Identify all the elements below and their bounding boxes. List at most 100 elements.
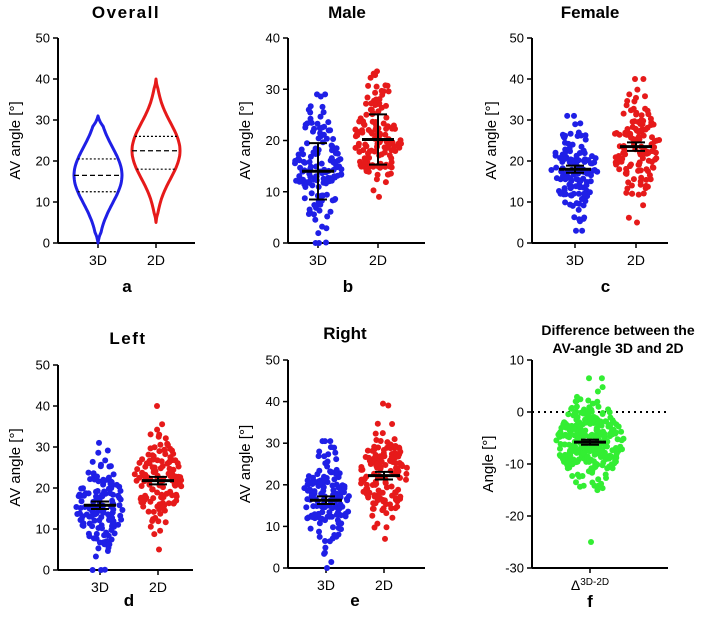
data-point (117, 496, 124, 503)
data-point (634, 86, 641, 93)
data-point (371, 493, 378, 500)
data-point (638, 117, 645, 124)
data-point (311, 488, 318, 495)
data-point (320, 484, 327, 491)
data-point (644, 183, 651, 190)
data-point (606, 409, 613, 416)
data-point (331, 196, 338, 203)
data-point (161, 447, 168, 454)
data-point (131, 471, 138, 478)
data-point (607, 430, 614, 437)
data-point (306, 486, 313, 493)
data-point (629, 190, 636, 197)
data-point (588, 172, 594, 179)
data-point (385, 142, 392, 149)
data-point (105, 474, 112, 481)
data-point (381, 149, 388, 156)
data-point (559, 156, 566, 162)
data-point (382, 535, 388, 542)
data-point (316, 240, 322, 246)
data-point (371, 446, 378, 453)
data-point (75, 493, 82, 500)
data-point (323, 225, 330, 232)
data-point (574, 471, 581, 478)
data-point (140, 503, 147, 510)
data-point (330, 136, 337, 142)
x-tick-label: Δ3D-2D (571, 577, 609, 593)
data-point (93, 530, 100, 537)
data-point (338, 520, 345, 527)
data-point (599, 410, 606, 416)
data-point (316, 533, 323, 540)
x-tick-label: 2D (627, 252, 645, 268)
data-point (315, 453, 322, 460)
data-point (306, 206, 313, 213)
data-point (99, 491, 106, 498)
data-point (87, 476, 94, 483)
data-point (614, 436, 621, 443)
data-point (338, 171, 345, 178)
data-point (374, 420, 381, 427)
data-point (95, 478, 102, 485)
data-point (616, 166, 623, 173)
data-point (320, 109, 327, 116)
y-tick-label: 0 (517, 405, 524, 420)
data-point (616, 131, 623, 138)
x-tick-label: 2D (369, 252, 387, 268)
data-point (608, 461, 615, 468)
data-point (579, 227, 586, 234)
data-point (372, 102, 379, 108)
data-point (119, 507, 126, 513)
data-point (585, 397, 592, 404)
data-point (577, 177, 584, 184)
data-point (612, 130, 618, 137)
data-point (561, 150, 568, 157)
data-point (645, 168, 651, 175)
data-point (640, 76, 647, 82)
data-point (573, 449, 580, 456)
panel-e: Right AV angle [°] 0 10 20 30 40 50 3D 2D e (237, 324, 425, 610)
y-axis-label: AV angle [°] (7, 428, 24, 506)
data-point (388, 454, 395, 460)
y-tick-label: -10 (505, 457, 524, 472)
data-point (322, 538, 328, 544)
data-point (379, 507, 386, 514)
data-point (310, 503, 317, 510)
data-point (377, 453, 384, 460)
data-point (633, 111, 640, 118)
data-point (650, 121, 657, 128)
y-tick-label: -30 (505, 561, 524, 576)
data-point (574, 414, 581, 421)
data-point (293, 177, 300, 184)
data-point (383, 102, 389, 109)
data-point (564, 433, 571, 440)
data-point (579, 473, 586, 479)
y-axis-label: AV angle [°] (483, 101, 500, 179)
data-point (357, 115, 364, 122)
data-point (317, 113, 324, 120)
data-point (649, 164, 656, 171)
data-point (316, 520, 323, 527)
data-point (602, 471, 609, 478)
data-point (593, 415, 600, 422)
data-point (96, 539, 103, 546)
data-point (89, 567, 96, 573)
data-point (316, 528, 322, 535)
data-point (101, 541, 108, 548)
data-point (312, 216, 319, 223)
data-point (403, 476, 409, 483)
data-point (165, 500, 172, 507)
data-point (109, 521, 116, 528)
data-point (170, 450, 177, 457)
data-point (160, 494, 167, 501)
data-point (162, 519, 169, 526)
data-point (93, 493, 100, 500)
data-point (573, 479, 579, 486)
data-point (330, 524, 336, 531)
data-point (645, 111, 652, 118)
data-point (166, 465, 173, 472)
data-point (328, 559, 335, 565)
panel-title: AV-angle 3D and 2D (552, 340, 683, 356)
data-point (580, 450, 587, 457)
panel-c: Female AV angle [°] 0 10 20 30 40 50 3D 2D c (483, 3, 668, 296)
